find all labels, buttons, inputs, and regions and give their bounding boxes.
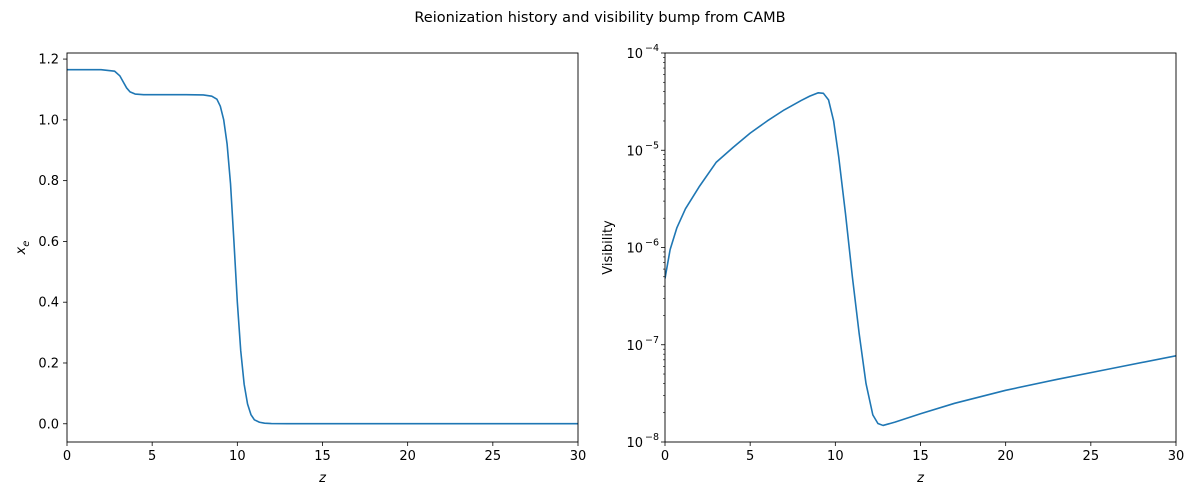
x-axis-label: z — [318, 471, 327, 486]
y-tick-label: 10 — [626, 436, 643, 451]
x-tick-label: 5 — [148, 449, 156, 464]
y-axis-label: xe — [14, 241, 32, 256]
series-line — [67, 68, 578, 425]
x-tick-label: 25 — [1083, 449, 1100, 464]
y-tick-exponent: −8 — [645, 432, 659, 443]
y-tick-label: 0.6 — [38, 235, 59, 250]
x-tick-label: 20 — [399, 449, 416, 464]
y-tick-label: 0.0 — [38, 417, 59, 432]
x-tick-label: 20 — [997, 449, 1014, 464]
figure-title: Reionization history and visibility bump… — [414, 10, 785, 26]
x-tick-label: 0 — [661, 449, 669, 464]
y-tick-exponent: −5 — [645, 140, 659, 151]
y-tick-label: 10 — [626, 339, 643, 354]
x-axis-label: z — [916, 471, 925, 486]
x-tick-label: 0 — [63, 449, 71, 464]
x-tick-label: 30 — [570, 449, 587, 464]
y-tick-label: 10 — [626, 242, 643, 257]
xe-panel: 0 5 10 15 20 25 30 z 0.0 0.2 0.4 0.6 0.8 1.0 1.2 xe — [14, 52, 587, 486]
series-line — [665, 91, 1176, 427]
x-tick-label: 15 — [912, 449, 929, 464]
y-tick-label: 0.4 — [38, 296, 59, 311]
plot-frame — [66, 52, 579, 443]
y-axis-label: Visibility — [601, 220, 616, 275]
y-tick-label: 10 — [626, 47, 643, 62]
x-tick-label: 30 — [1168, 449, 1185, 464]
y-tick-exponent: −6 — [645, 238, 659, 249]
y-tick-label: 1.0 — [38, 113, 59, 128]
x-tick-label: 15 — [314, 449, 331, 464]
y-tick-label: 10 — [626, 144, 643, 159]
x-tick-label: 25 — [485, 449, 502, 464]
y-tick-exponent: −4 — [645, 43, 659, 54]
plot-frame — [664, 52, 1177, 443]
y-tick-label: 1.2 — [38, 53, 59, 68]
y-tick-label: 0.8 — [38, 174, 59, 189]
x-tick-label: 5 — [746, 449, 754, 464]
x-tick-label: 10 — [827, 449, 844, 464]
y-tick-label: 0.2 — [38, 356, 59, 371]
y-tick-exponent: −7 — [645, 335, 659, 346]
x-tick-label: 10 — [229, 449, 246, 464]
